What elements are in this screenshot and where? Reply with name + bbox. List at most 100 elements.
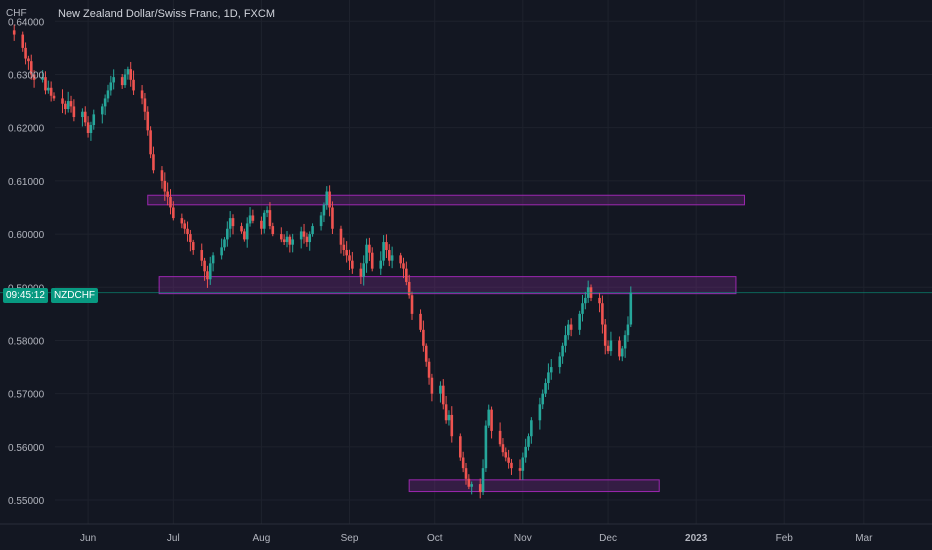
candle-body xyxy=(308,234,312,243)
candle-body xyxy=(441,385,445,405)
candle-body xyxy=(208,263,212,280)
last-price-tag: 09:45:12 NZDCHF xyxy=(3,288,99,303)
price-tick-label: 0.63000 xyxy=(8,70,45,81)
price-tick-label: 0.56000 xyxy=(8,443,45,454)
candle-body xyxy=(81,111,84,118)
price-tick-label: 0.61000 xyxy=(8,177,45,188)
candle-body xyxy=(251,215,255,221)
candle-body xyxy=(49,87,53,96)
candle-body xyxy=(447,414,451,421)
candle-body xyxy=(265,210,269,213)
price-tick-label: 0.64000 xyxy=(8,17,45,28)
candle-body xyxy=(288,236,292,245)
candle-body xyxy=(319,215,323,227)
candle-body xyxy=(260,220,263,229)
candle-body xyxy=(518,468,522,471)
candle-body xyxy=(385,242,388,251)
candle-body xyxy=(83,111,87,123)
candle-body xyxy=(365,244,368,264)
time-axis[interactable]: Jun Jul Aug Sep Oct Nov Dec 2023 Feb Mar xyxy=(0,523,932,544)
candle-body xyxy=(245,223,249,240)
candle-body xyxy=(120,77,124,86)
candle-body xyxy=(189,234,192,243)
candle-body xyxy=(521,457,525,471)
currency-label: CHF xyxy=(6,8,27,19)
candle-body xyxy=(191,242,195,251)
candle-body xyxy=(510,462,513,469)
candle-body xyxy=(581,303,584,314)
candle-body xyxy=(69,101,73,107)
time-tick-label: Dec xyxy=(599,533,617,544)
time-tick-label: 2023 xyxy=(685,533,708,544)
candle-body xyxy=(280,234,283,240)
candle-body xyxy=(558,356,562,368)
candle-body xyxy=(620,348,624,357)
candle-body xyxy=(112,77,115,83)
candle-body xyxy=(223,239,226,248)
candle-body xyxy=(206,271,209,280)
candle-body xyxy=(450,414,454,437)
candle-body xyxy=(484,425,488,469)
price-tick-label: 0.58000 xyxy=(8,336,45,347)
candle-body xyxy=(271,226,275,235)
candle-body xyxy=(390,255,394,261)
candle-body xyxy=(64,103,67,110)
time-tick-label: Jul xyxy=(167,533,180,544)
price-axis[interactable]: 0.640000.630000.620000.610000.600000.590… xyxy=(8,17,45,507)
candle-body xyxy=(21,34,25,48)
candle-body xyxy=(569,324,573,330)
price-tick-label: 0.60000 xyxy=(8,230,45,241)
candle-body xyxy=(629,292,633,325)
candle-body xyxy=(322,204,326,216)
candle-body xyxy=(268,210,272,227)
candle-body xyxy=(527,436,530,447)
candle-body xyxy=(410,295,414,314)
candle-body xyxy=(544,383,547,394)
candle-body xyxy=(578,313,581,330)
candle-body xyxy=(89,125,93,133)
candle-body xyxy=(27,58,30,62)
candle-body xyxy=(331,207,334,229)
candle-body xyxy=(490,409,493,431)
candle-body xyxy=(427,361,431,378)
candle-body xyxy=(180,218,184,224)
candle-body xyxy=(461,457,465,469)
candle-body xyxy=(61,98,64,104)
candle-body xyxy=(478,484,482,493)
time-tick-label: Feb xyxy=(776,533,794,544)
candle-body xyxy=(524,446,527,458)
candle-body xyxy=(220,247,223,256)
time-tick-label: Nov xyxy=(514,533,532,544)
candle-body xyxy=(342,244,346,251)
candle-body xyxy=(402,263,405,269)
candle-body xyxy=(231,218,235,227)
candle-body xyxy=(123,74,127,86)
time-tick-label: Oct xyxy=(427,533,443,544)
candle-body xyxy=(203,260,206,272)
candle-body xyxy=(549,367,553,373)
candle-body xyxy=(564,335,567,346)
candle-body xyxy=(149,130,152,155)
candle-body xyxy=(92,114,96,126)
chart-grid xyxy=(55,0,932,524)
candle-body xyxy=(299,231,303,240)
candle-body xyxy=(359,268,363,277)
candle-body xyxy=(444,404,448,421)
supply-demand-zone xyxy=(158,276,737,295)
candle-body xyxy=(538,404,542,421)
candle-body xyxy=(248,215,252,224)
candle-body xyxy=(339,228,343,245)
candle-body xyxy=(100,106,104,115)
candle-body xyxy=(422,329,425,346)
candle-body xyxy=(601,303,604,325)
candle-body xyxy=(439,385,442,394)
time-tick-label: Jun xyxy=(80,533,96,544)
candle-body xyxy=(146,111,150,131)
candle-body xyxy=(504,452,508,458)
candle-body xyxy=(160,170,164,181)
candle-body xyxy=(41,77,44,80)
candle-body xyxy=(498,430,502,445)
candle-body xyxy=(348,255,351,261)
candle-body xyxy=(541,393,545,405)
